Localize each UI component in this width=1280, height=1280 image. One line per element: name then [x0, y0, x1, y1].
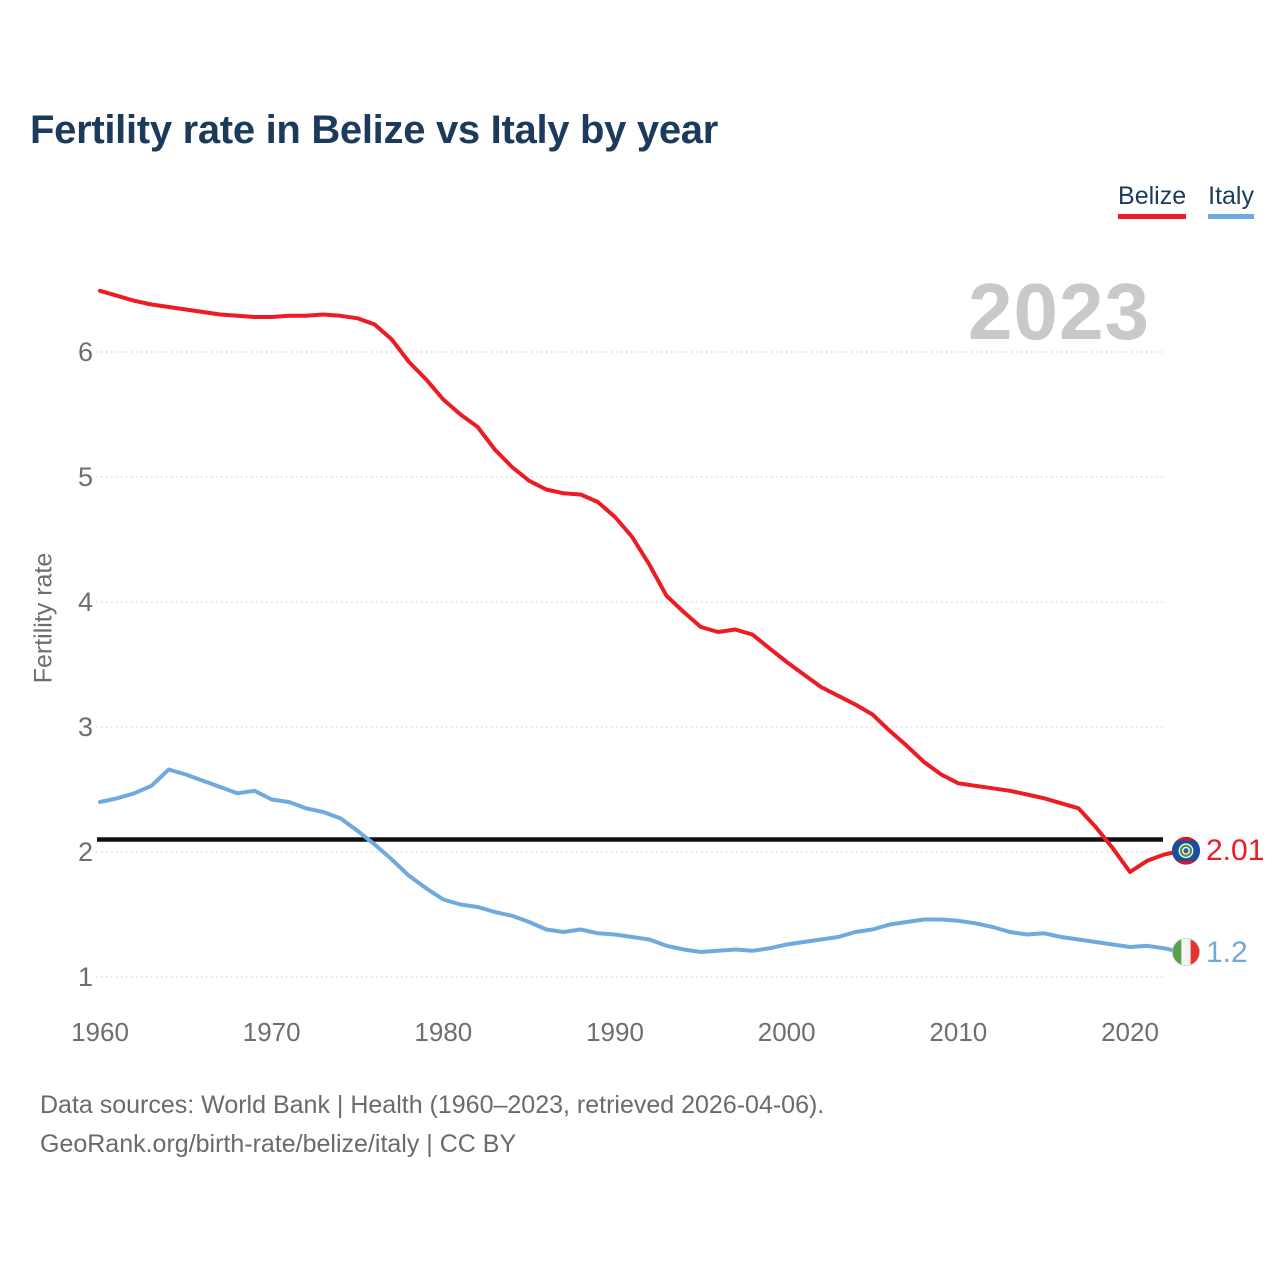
x-tick-label: 1990 [586, 1017, 644, 1047]
footer: Data sources: World Bank | Health (1960–… [40, 1086, 824, 1164]
italy-end-value: 1.2 [1206, 936, 1248, 969]
legend-item-belize[interactable]: Belize [1118, 182, 1187, 219]
gridlines [96, 351, 1163, 978]
italy-flag-icon [1171, 937, 1201, 967]
footer-attribution-line: GeoRank.org/birth-rate/belize/italy | CC… [40, 1130, 517, 1158]
y-axis-label: Fertility rate [29, 552, 58, 684]
year-watermark: 2023 [968, 267, 1150, 356]
y-tick-label: 1 [78, 962, 93, 992]
x-tick-label: 2020 [1101, 1017, 1159, 1047]
y-tick-label: 3 [78, 712, 93, 742]
belize-end-value: 2.01 [1206, 834, 1265, 867]
footer-sources-line: Data sources: World Bank | Health (1960–… [40, 1091, 825, 1119]
series-line-italy [98, 767, 1184, 954]
x-tick-label: 1960 [71, 1017, 129, 1047]
belize-flag-icon [1172, 836, 1200, 865]
y-tick-label: 6 [78, 337, 93, 367]
y-tick-label: 2 [78, 837, 93, 867]
x-tick-label: 2010 [929, 1017, 987, 1047]
series-line-belize [98, 288, 1184, 874]
x-tick-label: 1980 [414, 1017, 472, 1047]
axis-ticks: 1 2 3 4 5 6 1960 1970 1980 1990 2000 2010 2020 [71, 337, 1159, 1047]
x-tick-label: 1970 [243, 1017, 301, 1047]
x-tick-label: 2000 [758, 1017, 816, 1047]
legend-item-italy[interactable]: Italy [1208, 182, 1254, 219]
series-lines [98, 288, 1184, 954]
chart-title: Fertility rate in Belize vs Italy by yea… [30, 108, 719, 152]
y-tick-label: 4 [78, 587, 93, 617]
legend: Belize Italy [1118, 182, 1254, 219]
y-tick-label: 5 [78, 462, 93, 492]
